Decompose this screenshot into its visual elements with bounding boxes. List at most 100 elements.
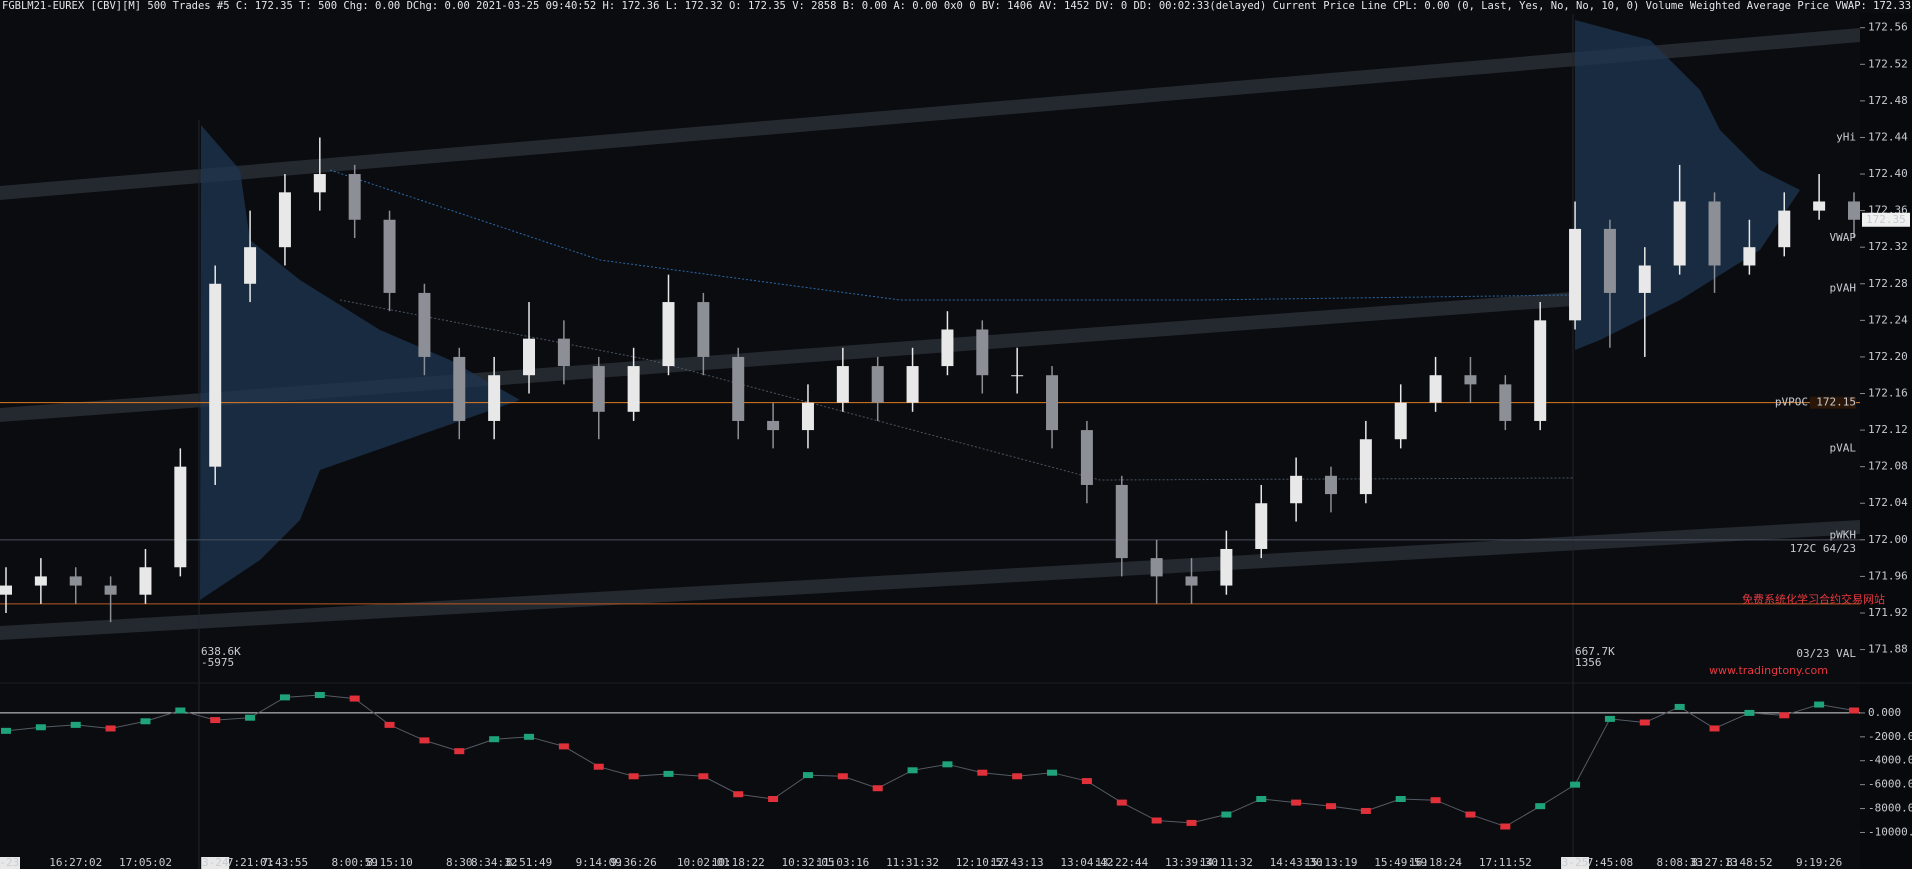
x-tick-label: 13:22:44 [1095,856,1148,869]
y-tick-label: 172.32 [1868,240,1908,253]
x-tick-label: 11:31:32 [886,856,939,869]
delta-mark [105,725,116,732]
x-tick-label: 13:04:42 [1060,856,1113,869]
x-tick-label: 7:21:01 [227,856,273,869]
candle-body [418,292,431,357]
y-tick-label: -8000.0 [1868,802,1912,815]
x-tick-label: 8:00:59 [331,856,377,869]
delta-mark [419,737,430,744]
y-tick-label: 171.92 [1868,606,1908,619]
candle-body [836,366,849,403]
x-tick-label: 8:27:13 [1691,856,1737,869]
candle-body [1150,558,1163,577]
delta-mark [1779,712,1790,719]
candle-body [34,576,47,586]
current-price-box [1862,212,1910,227]
candle-body [1429,375,1442,403]
date-label-bg [0,857,20,869]
candle-body [104,585,117,595]
candle-body [801,402,814,431]
y-tick-label: 172.56 [1868,21,1908,34]
y-tick-label: -4000.0 [1868,754,1912,767]
trend-band [0,28,1860,200]
x-tick-label: 9:19:26 [1796,856,1842,869]
delta-mark [349,695,360,702]
x-tick-label: 3-25 [1562,856,1589,869]
x-tick-label: 14:11:32 [1200,856,1253,869]
delta-mark [1674,703,1685,710]
candle-body [0,585,12,595]
delta-mark [1639,719,1650,726]
annotation: VWAP [1830,231,1857,244]
candle-body [557,338,570,367]
candle-body [1673,201,1686,266]
price-axis-bg [1860,0,1912,869]
candle-body [1778,210,1791,248]
x-tick-label: 10:02:01 [677,856,730,869]
header-bg [0,0,1912,13]
delta-mark [1151,817,1162,824]
y-tick-label: -6000.0 [1868,778,1912,791]
x-tick-label: 14:43:30 [1270,856,1323,869]
current-price-label: 172.35 [1866,213,1906,226]
y-tick-label: 172.16 [1868,387,1908,400]
annotation: 03/23 VAL [1796,647,1856,660]
delta-line [5,694,1855,828]
delta-mark [768,796,779,802]
x-tick-label: 15:13:19 [1304,856,1357,869]
delta-mark [1570,781,1581,788]
candle-body [1499,384,1512,421]
delta-mark [454,748,465,755]
watermark: 免费系统化学习合约交易网站 [1742,592,1885,606]
date-label-bg [1561,857,1590,869]
delta-mark [384,721,395,728]
candle-body [278,192,291,248]
x-tick-label: 9:14:09 [576,856,622,869]
annotation: yHi [1836,130,1856,143]
candle-body [313,174,326,193]
candle-body [1534,320,1547,421]
candle-body [1080,430,1093,485]
x-tick-label: 11:03:16 [816,856,869,869]
header: FGBLM21-EUREX [CBV][M] 500 Trades #5 C: … [2,0,1911,12]
x-tick-label: 12:43:13 [991,856,1044,869]
candle-body [697,302,710,357]
vwap-line [329,169,1574,301]
candle-body [383,219,396,293]
candle-body [1185,576,1198,586]
delta-mark [70,721,81,728]
delta-mark [1221,811,1232,818]
x-tick-label: 16:18:24 [1409,856,1462,869]
delta-mark [245,714,256,721]
profile-label: -5975 [201,656,234,669]
delta-mark [1012,773,1023,780]
annotation: 172C 64/23 [1790,542,1856,555]
delta-mark [698,773,709,780]
delta-mark [977,769,988,776]
candle-body [592,366,605,412]
delta-mark [663,770,674,777]
candle-body [1603,228,1616,293]
delta-mark [1500,823,1511,830]
y-tick-label: 172.20 [1868,350,1908,363]
y-tick-label: 171.96 [1868,569,1908,582]
candle-body [453,356,466,421]
profile-label: 667.7K [1575,645,1615,658]
x-tick-label: 10:18:22 [712,856,765,869]
candle-body [1046,375,1059,431]
trend-band [0,520,1860,640]
annotation: pVAL [1830,441,1857,454]
y-tick-label: 172.00 [1868,533,1908,546]
annotation-value-bg [1810,396,1856,409]
candle-body [209,283,222,467]
x-tick-label: 8:08:33 [1656,856,1702,869]
y-tick-label: 171.88 [1868,643,1908,656]
x-tick-label: 15:49:59 [1374,856,1427,869]
x-tick-label: 8:15:10 [366,856,412,869]
delta-mark [1291,799,1302,806]
candle-body [1115,484,1128,559]
watermark: www.tradingtony.com [1709,664,1828,677]
x-tick-label: 7:45:08 [1587,856,1633,869]
delta-mark [942,761,953,768]
